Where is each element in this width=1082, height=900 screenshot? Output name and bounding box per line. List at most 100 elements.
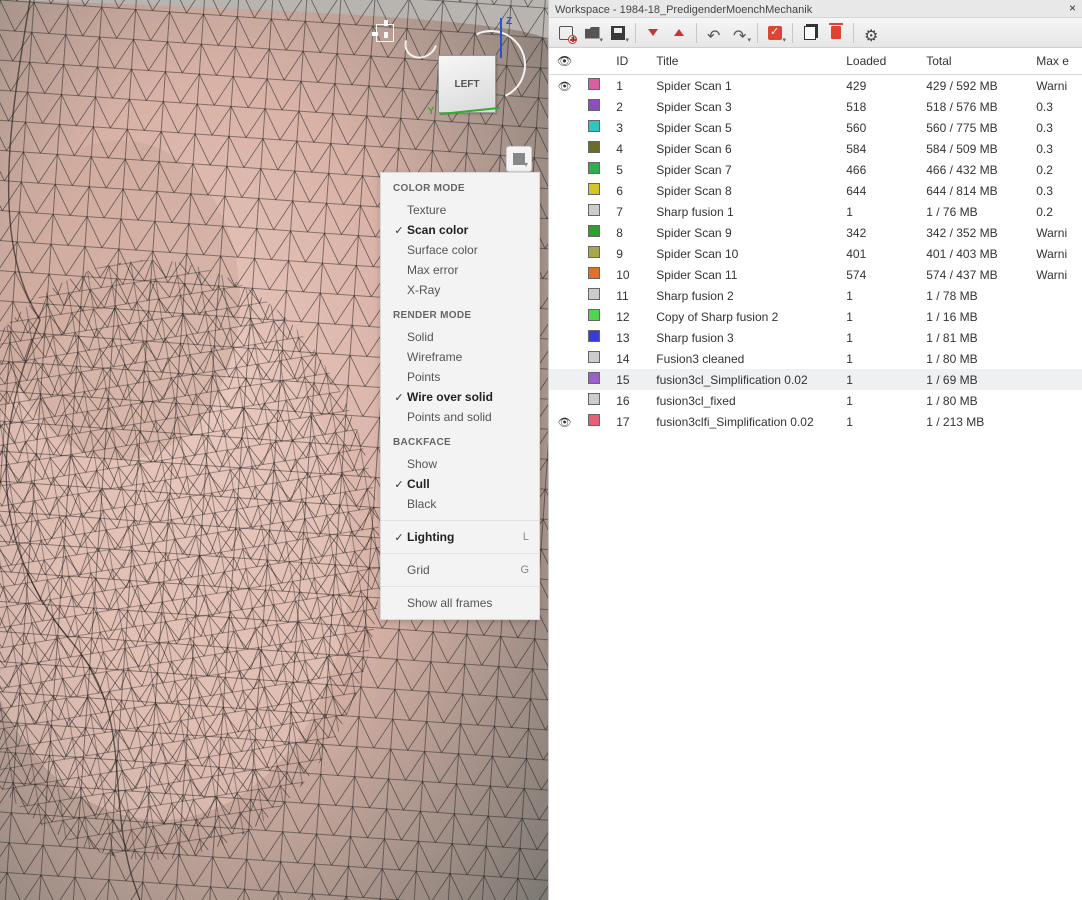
total-cell: 1 / 16 MB [918,306,1028,327]
table-row[interactable]: 13Sharp fusion 311 / 81 MB [549,327,1082,348]
new-button[interactable] [555,22,577,44]
total-cell: 1 / 69 MB [918,369,1028,390]
visibility-cell[interactable] [549,306,580,327]
table-row[interactable]: 12Copy of Sharp fusion 211 / 16 MB [549,306,1082,327]
menu-item[interactable]: Solid [381,327,539,347]
total-cell: 560 / 775 MB [918,117,1028,138]
column-header[interactable]: Loaded [838,48,918,75]
scan-table[interactable]: 👁 IDTitleLoadedTotalMax e 1Spider Scan 14… [549,48,1082,900]
visibility-cell[interactable] [549,180,580,201]
max-cell [1028,285,1082,306]
visibility-cell[interactable] [549,348,580,369]
view-options-button[interactable]: ▾ [506,146,532,172]
menu-item-label: Surface color [407,243,529,257]
menu-item-label: Points [407,370,529,384]
open-button[interactable]: ▾ [581,22,603,44]
table-row[interactable]: 1Spider Scan 1429429 / 592 MBWarni [549,75,1082,97]
total-cell: 429 / 592 MB [918,75,1028,97]
table-row[interactable]: 10Spider Scan 11574574 / 437 MBWarni [549,264,1082,285]
column-header[interactable]: Title [648,48,838,75]
menu-item-label: Grid [407,563,515,577]
menu-item[interactable]: Points and solid [381,407,539,427]
menu-item[interactable]: ✓Cull [381,474,539,494]
nav-cube[interactable]: LEFT [438,55,496,113]
redo-button[interactable]: ▾ [729,22,751,44]
separator [757,23,758,43]
table-row[interactable]: 16fusion3cl_fixed11 / 80 MB [549,390,1082,411]
visibility-cell[interactable] [549,369,580,390]
menu-item[interactable]: Surface color [381,240,539,260]
eye-icon: 👁 [557,54,572,68]
visibility-cell[interactable] [549,390,580,411]
column-header[interactable]: Max e [1028,48,1082,75]
table-row[interactable]: 8Spider Scan 9342342 / 352 MBWarni [549,222,1082,243]
visibility-cell[interactable] [549,117,580,138]
apply-button[interactable]: ▾ [764,22,786,44]
menu-item[interactable]: ✓Scan color [381,220,539,240]
table-row[interactable]: 6Spider Scan 8644644 / 814 MB0.3 [549,180,1082,201]
color-swatch-icon [588,204,600,216]
visibility-cell[interactable] [549,327,580,348]
visibility-cell[interactable] [549,285,580,306]
table-row[interactable]: 17fusion3clfi_Simplification 0.0211 / 21… [549,411,1082,432]
close-icon[interactable]: × [1069,1,1076,15]
menu-item[interactable]: Black [381,494,539,514]
table-row[interactable]: 3Spider Scan 5560560 / 775 MB0.3 [549,117,1082,138]
title-cell: fusion3clfi_Simplification 0.02 [648,411,838,432]
menu-item[interactable]: Max error [381,260,539,280]
id-cell: 8 [608,222,648,243]
import-button[interactable] [642,22,664,44]
menu-item[interactable]: Wireframe [381,347,539,367]
visibility-cell[interactable] [549,138,580,159]
id-cell: 11 [608,285,648,306]
menu-item[interactable]: Points [381,367,539,387]
delete-icon [831,26,841,39]
menu-item[interactable]: X-Ray [381,280,539,300]
menu-item[interactable]: Show [381,454,539,474]
max-cell [1028,411,1082,432]
visibility-cell[interactable] [549,411,580,432]
visibility-cell[interactable] [549,243,580,264]
panel-titlebar[interactable]: Workspace - 1984-18_PredigenderMoenchMec… [549,0,1082,18]
viewport-3d[interactable]: LEFT ▾ COLOR MODETexture✓Scan colorSurfa… [0,0,548,900]
visibility-cell[interactable] [549,222,580,243]
column-header[interactable]: 👁 [549,48,580,75]
menu-item[interactable]: ✓Wire over solid [381,387,539,407]
table-row[interactable]: 14Fusion3 cleaned11 / 80 MB [549,348,1082,369]
column-header[interactable]: ID [608,48,648,75]
table-row[interactable]: 11Sharp fusion 211 / 78 MB [549,285,1082,306]
max-cell: 0.3 [1028,138,1082,159]
swatch-cell [580,411,608,432]
table-row[interactable]: 15fusion3cl_Simplification 0.0211 / 69 M… [549,369,1082,390]
table-row[interactable]: 7Sharp fusion 111 / 76 MB0.2 [549,201,1082,222]
column-header[interactable]: Total [918,48,1028,75]
copy-button[interactable] [799,22,821,44]
color-swatch-icon [588,99,600,111]
axis-z-icon [500,18,502,58]
table-row[interactable]: 2Spider Scan 3518518 / 576 MB0.3 [549,96,1082,117]
loaded-cell: 401 [838,243,918,264]
visibility-cell[interactable] [549,201,580,222]
title-cell: Spider Scan 5 [648,117,838,138]
menu-item[interactable]: Show all frames [381,593,539,613]
menu-item[interactable]: Texture [381,200,539,220]
delete-button[interactable] [825,22,847,44]
export-button[interactable] [668,22,690,44]
visibility-cell[interactable] [549,96,580,117]
undo-button[interactable] [703,22,725,44]
table-row[interactable]: 9Spider Scan 10401401 / 403 MBWarni [549,243,1082,264]
loaded-cell: 429 [838,75,918,97]
table-row[interactable]: 5Spider Scan 7466466 / 432 MB0.2 [549,159,1082,180]
menu-item[interactable]: ✓LightingL [381,527,539,547]
menu-section-title: RENDER MODE [381,300,539,327]
save-button[interactable]: ▾ [607,22,629,44]
menu-item[interactable]: GridG [381,560,539,580]
visibility-cell[interactable] [549,159,580,180]
visibility-cell[interactable] [549,264,580,285]
column-header[interactable] [580,48,608,75]
settings-button[interactable] [860,22,882,44]
visibility-cell[interactable] [549,75,580,97]
table-row[interactable]: 4Spider Scan 6584584 / 509 MB0.3 [549,138,1082,159]
total-cell: 644 / 814 MB [918,180,1028,201]
menu-item-label: Solid [407,330,529,344]
